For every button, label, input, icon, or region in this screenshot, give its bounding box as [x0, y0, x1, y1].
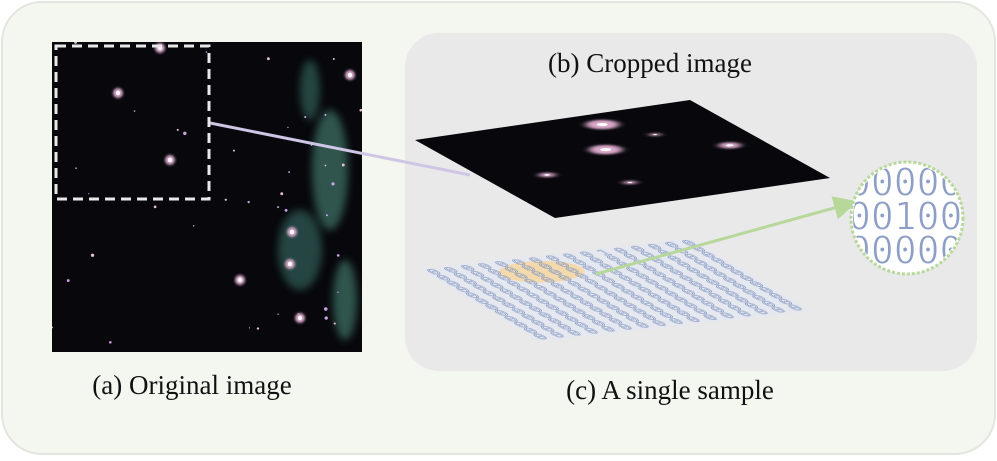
star: [627, 181, 633, 184]
star: [297, 313, 300, 315]
star: [115, 90, 121, 96]
star: [333, 322, 336, 325]
star: [192, 225, 195, 227]
star: [205, 51, 208, 53]
star: [287, 126, 289, 128]
star: [256, 327, 260, 330]
star: [109, 341, 112, 344]
star: [331, 182, 335, 186]
star: [66, 279, 70, 282]
star: [304, 115, 307, 119]
star: [90, 253, 95, 257]
star: [237, 277, 243, 283]
star: [232, 149, 235, 152]
star: [277, 206, 280, 209]
star: [248, 327, 251, 329]
star: [544, 174, 550, 176]
star: [596, 122, 608, 127]
original-image: [52, 42, 362, 352]
star: [88, 193, 90, 195]
caption: (b) Cropped image: [548, 48, 752, 78]
star: [75, 167, 77, 169]
star: [297, 315, 303, 321]
star: [284, 208, 288, 212]
cropped-image: [415, 99, 830, 218]
star: [167, 157, 173, 163]
star: [600, 148, 612, 152]
star: [74, 42, 77, 44]
star: [289, 229, 295, 235]
star: [653, 134, 657, 136]
star: [153, 205, 157, 209]
zoom-row: 00100: [848, 195, 962, 239]
star: [224, 198, 227, 201]
star: [324, 316, 328, 320]
star: [337, 291, 339, 294]
star: [288, 171, 291, 173]
crop-box: [54, 44, 211, 201]
star: [726, 144, 734, 147]
caption: (c) A single sample: [566, 375, 774, 405]
star: [183, 131, 187, 136]
star: [324, 113, 327, 116]
star: [277, 313, 279, 315]
zoom-circle: [849, 160, 965, 276]
zoom-arrow: [595, 196, 858, 276]
star: [332, 57, 335, 61]
star: [133, 110, 136, 112]
star: [52, 326, 53, 329]
star: [323, 307, 328, 311]
caption: (a) Original image: [92, 370, 291, 400]
star: [325, 214, 328, 217]
star: [359, 108, 362, 112]
star: [287, 261, 293, 267]
star: [341, 163, 345, 167]
star: [336, 254, 340, 257]
star: [324, 164, 327, 167]
star: [176, 128, 179, 131]
star: [247, 200, 250, 204]
connector: [209, 121, 471, 177]
star: [280, 192, 284, 196]
star: [347, 72, 353, 78]
star: [266, 57, 270, 61]
